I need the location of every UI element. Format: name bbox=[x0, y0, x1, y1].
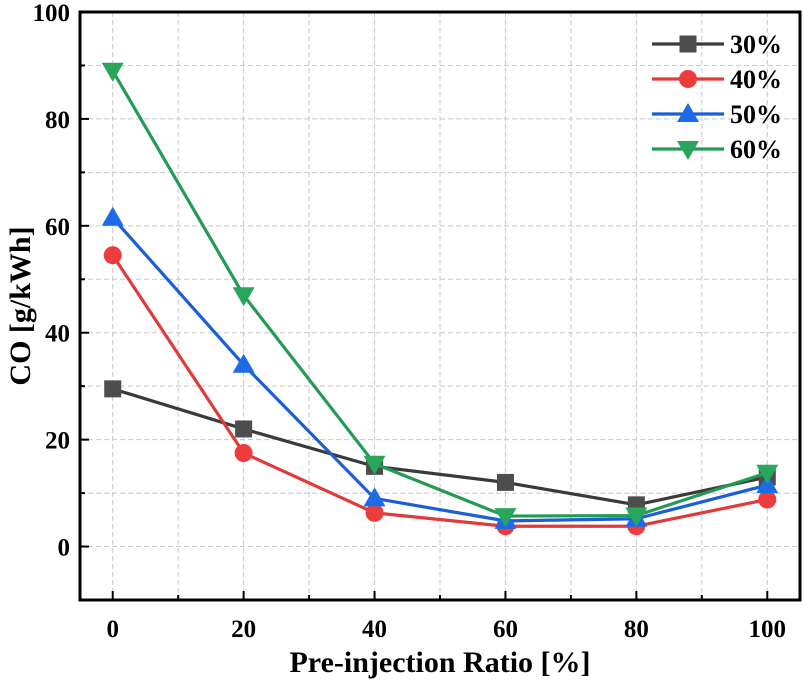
data-point bbox=[496, 473, 514, 491]
data-point bbox=[101, 206, 124, 226]
data-point bbox=[494, 508, 517, 528]
data-point bbox=[103, 246, 122, 265]
data-point bbox=[365, 503, 384, 522]
data-point bbox=[756, 464, 779, 484]
legend-label: 40% bbox=[730, 65, 782, 94]
axis-ticks bbox=[80, 11, 769, 601]
data-point bbox=[234, 444, 253, 462]
series-layer bbox=[101, 62, 779, 536]
data-point bbox=[232, 353, 255, 373]
data-point bbox=[104, 380, 122, 398]
x-tick-label: 0 bbox=[106, 616, 119, 643]
legend-item: 50% bbox=[652, 100, 782, 129]
x-tick-label: 40 bbox=[362, 616, 387, 643]
x-tick-label: 100 bbox=[749, 616, 787, 643]
legend-label: 60% bbox=[730, 135, 782, 164]
y-tick-label: 100 bbox=[33, 0, 71, 27]
x-tick-label: 20 bbox=[231, 616, 256, 643]
y-axis-title: CO [g/kWh] bbox=[4, 226, 37, 385]
legend-label: 30% bbox=[730, 30, 782, 59]
y-tick-label: 60 bbox=[45, 214, 70, 241]
data-point bbox=[363, 487, 386, 507]
legend-item: 60% bbox=[652, 135, 782, 164]
x-tick-label: 60 bbox=[493, 616, 518, 643]
series-line bbox=[111, 216, 768, 523]
data-point bbox=[235, 420, 253, 438]
data-point bbox=[363, 455, 386, 475]
legend-label: 50% bbox=[730, 100, 782, 129]
series-line bbox=[111, 254, 768, 528]
series-2 bbox=[103, 246, 777, 536]
grid-lines bbox=[80, 12, 800, 600]
data-point bbox=[101, 62, 124, 82]
legend-marker bbox=[679, 70, 697, 88]
x-axis-title: Pre-injection Ratio [%] bbox=[289, 646, 590, 679]
x-tick-label: 80 bbox=[624, 616, 649, 643]
y-tick-label: 0 bbox=[58, 535, 71, 562]
y-tick-label: 80 bbox=[45, 107, 70, 134]
tick-labels: 0 20 40 60 80 100 0 20 40 60 80 100 bbox=[33, 0, 787, 643]
series-line bbox=[111, 69, 768, 518]
legend: 30% 40% 50% 60% bbox=[652, 30, 782, 164]
data-point bbox=[758, 490, 777, 509]
legend-marker bbox=[677, 103, 699, 122]
data-point bbox=[625, 507, 648, 527]
legend-item: 40% bbox=[652, 65, 782, 94]
series-4 bbox=[101, 62, 779, 528]
y-tick-label: 20 bbox=[45, 428, 70, 455]
legend-item: 30% bbox=[652, 30, 782, 59]
legend-marker bbox=[677, 141, 699, 160]
legend-marker bbox=[679, 35, 697, 53]
data-point bbox=[232, 287, 255, 307]
y-tick-label: 40 bbox=[45, 321, 70, 348]
